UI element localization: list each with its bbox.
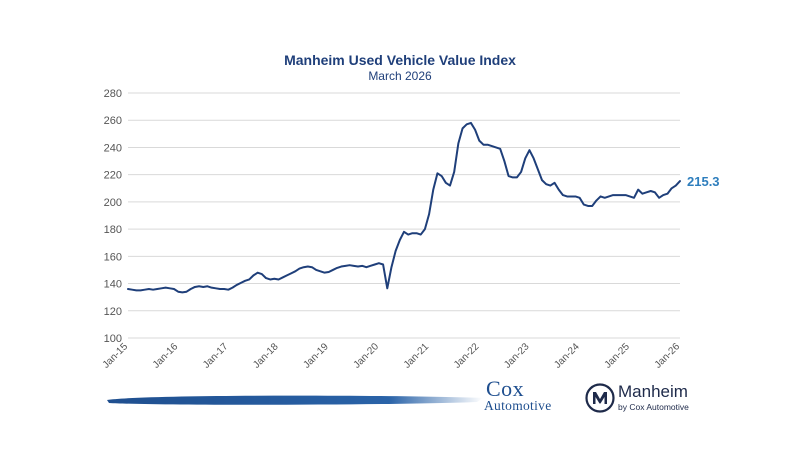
end-value-label: 215.3 <box>687 174 720 189</box>
y-tick-label: 160 <box>104 251 122 263</box>
x-tick-label: Jan-15 <box>101 341 131 371</box>
x-tick-label: Jan-18 <box>251 341 281 371</box>
y-tick-label: 240 <box>104 142 122 154</box>
series-line <box>127 121 681 294</box>
x-tick-label: Jan-22 <box>452 341 482 371</box>
manheim-m-icon <box>585 383 615 413</box>
y-tick-label: 200 <box>104 197 122 209</box>
chart-subtitle: March 2026 <box>368 69 432 83</box>
x-tick-label: Jan-26 <box>653 341 683 371</box>
y-tick-label: 100 <box>104 333 122 345</box>
manheim-logo-sub: by Cox Automotive <box>618 402 689 412</box>
y-tick-label: 140 <box>104 279 122 291</box>
x-tick-label: Jan-16 <box>151 341 181 371</box>
x-tick-label: Jan-24 <box>552 341 582 371</box>
cox-logo-sub: Automotive <box>484 398 552 413</box>
y-tick-label: 260 <box>104 115 122 127</box>
y-tick-label: 180 <box>104 224 122 236</box>
y-tick-label: 220 <box>104 170 122 182</box>
manheim-logo: Manheim by Cox Automotive <box>585 383 695 415</box>
y-tick-label: 280 <box>104 88 122 100</box>
cox-logo-word: Cox <box>486 376 525 401</box>
x-tick-label: Jan-19 <box>301 341 331 371</box>
y-tick-label: 120 <box>104 306 122 318</box>
manheim-logo-word: Manheim <box>618 382 688 401</box>
x-tick-label: Jan-25 <box>603 341 633 371</box>
brush-stroke-graphic <box>107 395 483 405</box>
x-tick-label: Jan-17 <box>201 341 231 371</box>
x-tick-label: Jan-21 <box>402 341 432 371</box>
x-tick-label: Jan-20 <box>352 341 382 371</box>
cox-automotive-logo: Cox Automotive <box>484 378 579 414</box>
x-tick-label: Jan-23 <box>502 341 532 371</box>
chart-title: Manheim Used Vehicle Value Index <box>284 52 516 68</box>
